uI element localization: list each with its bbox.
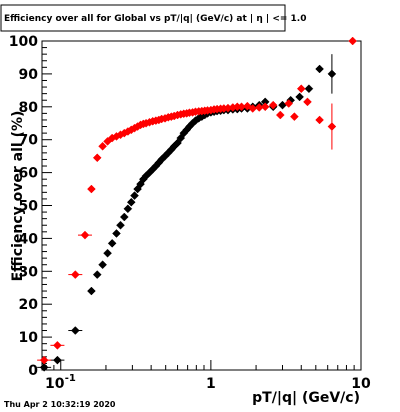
y-axis-title: Efficiency over all (%)	[10, 111, 26, 282]
y-tick-label: 70	[19, 133, 39, 149]
y-tick-label: 30	[19, 264, 39, 280]
data-point	[290, 112, 299, 122]
data-point	[348, 36, 358, 46]
data-point	[92, 153, 102, 163]
data-point	[39, 355, 49, 365]
data-point	[87, 286, 96, 296]
timestamp: Thu Apr 2 10:32:19 2020	[4, 400, 116, 409]
data-point	[119, 212, 129, 222]
y-tick-label: 90	[19, 67, 39, 83]
chart-title: Efficiency over all for Global vs pT/|q|…	[4, 14, 306, 24]
x-tick-label: 1	[206, 376, 216, 392]
data-point	[53, 355, 62, 365]
series-red	[37, 36, 358, 365]
data-point	[126, 197, 136, 207]
data-point	[70, 270, 80, 279]
x-axis-title: pT/|q| (GeV/c)	[252, 390, 360, 406]
data-point	[295, 92, 304, 102]
x-tick-label-exponent: -1	[65, 373, 76, 384]
data-point	[275, 110, 285, 120]
y-axis: 0 10 20 30 40 50 60 70 80 90 100	[9, 34, 52, 379]
data-point	[304, 84, 314, 94]
y-tick-label: 20	[19, 297, 39, 313]
data-point	[98, 141, 107, 151]
data-point	[284, 99, 294, 108]
data-point	[107, 238, 117, 248]
data-point	[268, 100, 278, 110]
data-point	[260, 102, 270, 112]
data-series	[37, 36, 358, 372]
data-point	[70, 326, 80, 335]
data-point	[112, 229, 121, 238]
data-point	[80, 230, 90, 240]
title-box-frame	[0, 4, 286, 32]
y-tick-label: 100	[9, 34, 38, 50]
title-box: Efficiency over all for Global vs pT/|q|…	[0, 4, 306, 32]
data-point	[327, 69, 337, 79]
y-tick-label: 0	[28, 363, 38, 379]
data-point	[303, 97, 312, 107]
y-tick-label: 60	[19, 166, 39, 182]
data-point	[103, 248, 112, 258]
data-point	[87, 184, 96, 194]
data-point	[39, 363, 49, 372]
data-point	[327, 122, 337, 131]
data-point	[53, 340, 62, 350]
data-point	[92, 270, 102, 279]
x-tick-label: 10	[45, 376, 65, 392]
x-tick-label: 10	[351, 376, 371, 392]
data-point	[116, 220, 125, 230]
y-tick-label: 10	[19, 330, 39, 346]
data-point	[315, 115, 324, 125]
data-point	[123, 204, 133, 214]
data-point	[296, 84, 306, 94]
data-point	[98, 260, 107, 270]
y-tick-label: 50	[19, 199, 39, 215]
y-tick-label: 40	[19, 231, 39, 247]
data-point	[130, 191, 139, 200]
y-tick-label: 80	[19, 100, 39, 116]
data-point	[315, 64, 324, 74]
